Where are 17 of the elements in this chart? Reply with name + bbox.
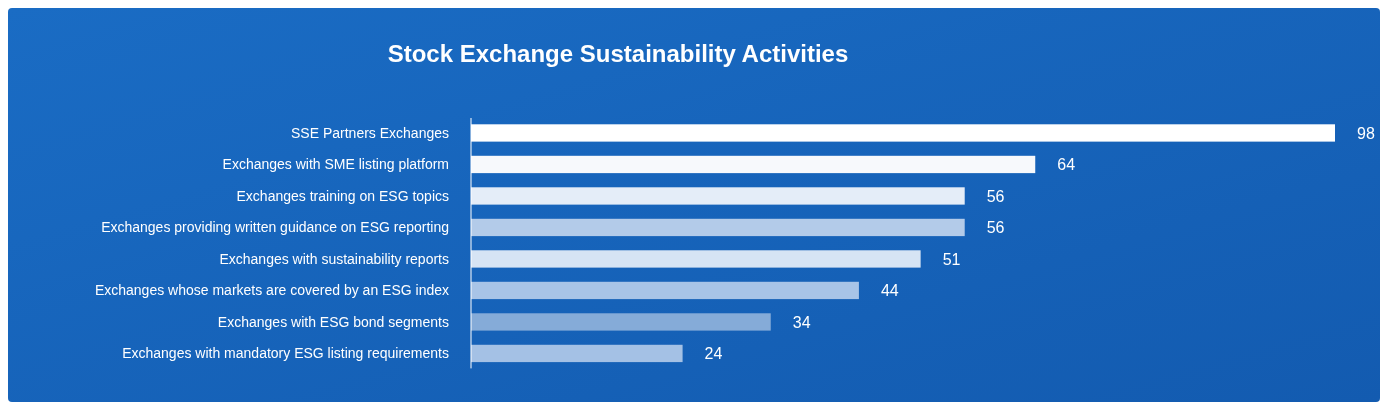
data-label: 44	[880, 282, 899, 300]
y-tick-label: Exchanges training on ESG topics	[236, 187, 449, 204]
data-label: 34	[792, 313, 811, 331]
data-label: 24	[704, 345, 723, 363]
data-label: 51	[942, 250, 961, 268]
y-tick-label: Exchanges with mandatory ESG listing requirements	[122, 345, 449, 362]
data-label: 56	[986, 187, 1005, 205]
data-label: 56	[986, 219, 1005, 237]
data-label: 64	[1057, 156, 1076, 174]
y-tick-label: SSE Partners Exchanges	[291, 124, 449, 141]
y-tick-label: Exchanges with sustainability reports	[219, 250, 449, 267]
data-label: 98	[1357, 124, 1375, 142]
y-tick-label: Exchanges whose markets are covered by an ESG index	[94, 282, 449, 299]
chart-title: Stock Exchange Sustainability Activities	[387, 40, 849, 67]
y-tick-label: Exchanges with ESG bond segments	[217, 313, 449, 330]
y-tick-label: Exchanges providing written guidance on ESG reporting	[101, 219, 449, 236]
y-tick-label: Exchanges with SME listing platform	[222, 156, 449, 173]
